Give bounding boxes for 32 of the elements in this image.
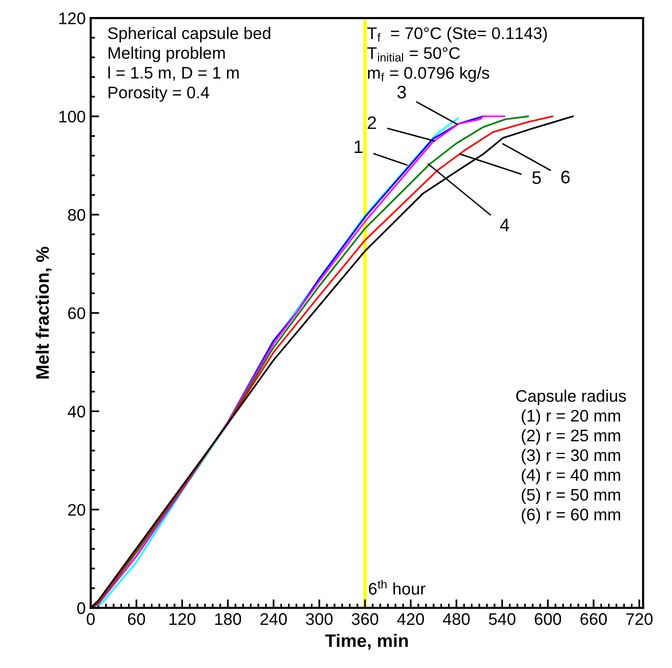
x-tick-label: 120: [170, 613, 196, 625]
x-tick-label: 720: [626, 613, 653, 625]
x-tick-label: 420: [397, 613, 424, 625]
annotation: 2: [368, 116, 376, 129]
y-tick-label: 100: [59, 110, 86, 123]
x-tick-label: 540: [488, 613, 516, 625]
x-tick-label: 600: [534, 613, 562, 625]
annotation: 1: [354, 140, 362, 154]
text: T$_{f}$ = 70°C (Ste= 0.1143) T$_{initial}$ = 50°C m$_{f}$ = 0.0796 kg/s: [367, 26, 547, 82]
annotation: Spherical capsule bed Melting problem l = 1.5 m, D = 1 m Porosity = 0.4: [108, 26, 270, 102]
x-tick-label: 180: [215, 613, 242, 625]
x-tick-label: 360: [352, 613, 378, 625]
y-tick-label: 60: [68, 307, 86, 320]
x-tick-label: 660: [580, 613, 607, 625]
x-axis-title: Time, min: [325, 634, 408, 650]
ref-line-label: 6$^{th}$ hour: [368, 580, 426, 595]
x-tick-label: 300: [306, 613, 333, 625]
x-tick-label: 240: [260, 613, 287, 625]
x-tick-label: 0: [86, 613, 95, 625]
y-tick-label: 80: [68, 209, 86, 221]
x-tick-label: 60: [128, 613, 146, 625]
y-tick-label: 120: [59, 12, 86, 24]
y-tick-label: 20: [68, 504, 86, 516]
x-tick-label: 480: [442, 613, 470, 625]
annotation: 3: [397, 86, 406, 98]
annotation: 5: [532, 171, 541, 184]
annotation: Capsule radius (1) r = 20 mm (2) r = 25 mm (3) r = 30 mm (4) r = 40 mm (5) r = 50 mm (6) r = 60 mm: [516, 390, 626, 524]
y-tick-label: 0: [77, 602, 86, 614]
annotation: 6: [561, 170, 570, 184]
y-tick-label: 40: [68, 406, 86, 418]
y-axis-title: Melt fraction, %: [36, 246, 52, 378]
annotation: 4: [500, 218, 510, 232]
